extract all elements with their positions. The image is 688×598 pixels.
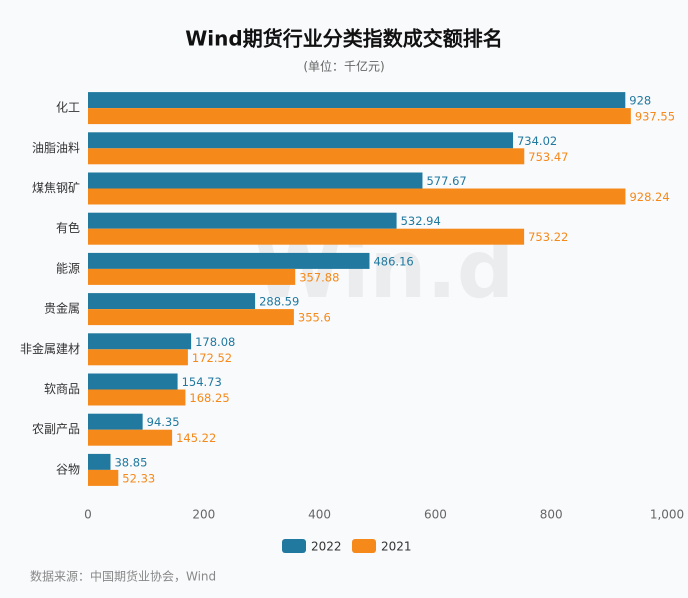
y-tick-label: 非金属建材	[20, 341, 80, 356]
value-label: 753.22	[528, 230, 568, 244]
bar	[88, 172, 423, 189]
x-tick-label: 1,000	[650, 508, 684, 522]
bar	[88, 148, 525, 165]
value-label: 172.52	[192, 351, 232, 365]
bar	[88, 453, 111, 470]
bar	[88, 349, 188, 366]
legend-swatch	[282, 539, 306, 553]
value-label: 532.94	[401, 214, 441, 228]
chart-subtitle: (单位：千亿元)	[303, 59, 384, 74]
legend-label: 2022	[311, 540, 342, 554]
bar	[88, 293, 256, 310]
bar	[88, 413, 143, 430]
value-label: 928.24	[629, 190, 669, 204]
y-tick-label: 化工	[56, 101, 80, 115]
value-label: 577.67	[426, 174, 466, 188]
value-label: 288.59	[259, 295, 299, 309]
value-label: 355.6	[298, 311, 331, 325]
value-label: 168.25	[189, 391, 229, 405]
value-label: 486.16	[373, 254, 413, 268]
bar	[88, 268, 296, 285]
value-label: 52.33	[122, 471, 155, 485]
y-tick-label: 能源	[56, 261, 80, 275]
x-tick-label: 400	[308, 508, 331, 522]
bar	[88, 429, 173, 446]
bar	[88, 228, 525, 245]
bar	[88, 469, 119, 486]
x-tick-label: 600	[424, 508, 447, 522]
bar	[88, 212, 397, 229]
value-label: 734.02	[517, 134, 557, 148]
legend-label: 2021	[381, 540, 412, 554]
value-label: 154.73	[182, 375, 222, 389]
bar	[88, 309, 294, 326]
y-tick-label: 贵金属	[44, 301, 80, 316]
value-label: 178.08	[195, 335, 235, 349]
bar	[88, 389, 186, 406]
y-tick-label: 谷物	[56, 462, 80, 476]
legend-swatch	[352, 539, 376, 553]
y-tick-label: 软商品	[44, 381, 80, 396]
x-tick-label: 200	[192, 508, 215, 522]
bar	[88, 188, 626, 205]
chart-title: Wind期货行业分类指数成交额排名	[185, 27, 502, 51]
value-label: 94.35	[147, 415, 180, 429]
x-tick-label: 800	[540, 508, 563, 522]
y-tick-label: 油脂油料	[32, 140, 80, 155]
bar	[88, 333, 192, 350]
bar	[88, 252, 370, 269]
value-label: 357.88	[299, 270, 339, 284]
bar	[88, 92, 626, 109]
source-note: 数据来源：中国期货业协会，Wind	[30, 569, 216, 584]
value-label: 937.55	[635, 110, 675, 124]
value-label: 753.47	[528, 150, 568, 164]
bar	[88, 132, 513, 149]
value-label: 928	[629, 94, 651, 108]
x-tick-label: 0	[84, 508, 92, 522]
y-tick-label: 农副产品	[32, 422, 80, 436]
bar	[88, 373, 178, 390]
y-tick-label: 有色	[56, 221, 80, 235]
value-label: 145.22	[176, 431, 216, 445]
bar	[88, 108, 631, 125]
y-tick-label: 煤焦钢矿	[32, 181, 80, 195]
value-label: 38.85	[114, 455, 147, 469]
